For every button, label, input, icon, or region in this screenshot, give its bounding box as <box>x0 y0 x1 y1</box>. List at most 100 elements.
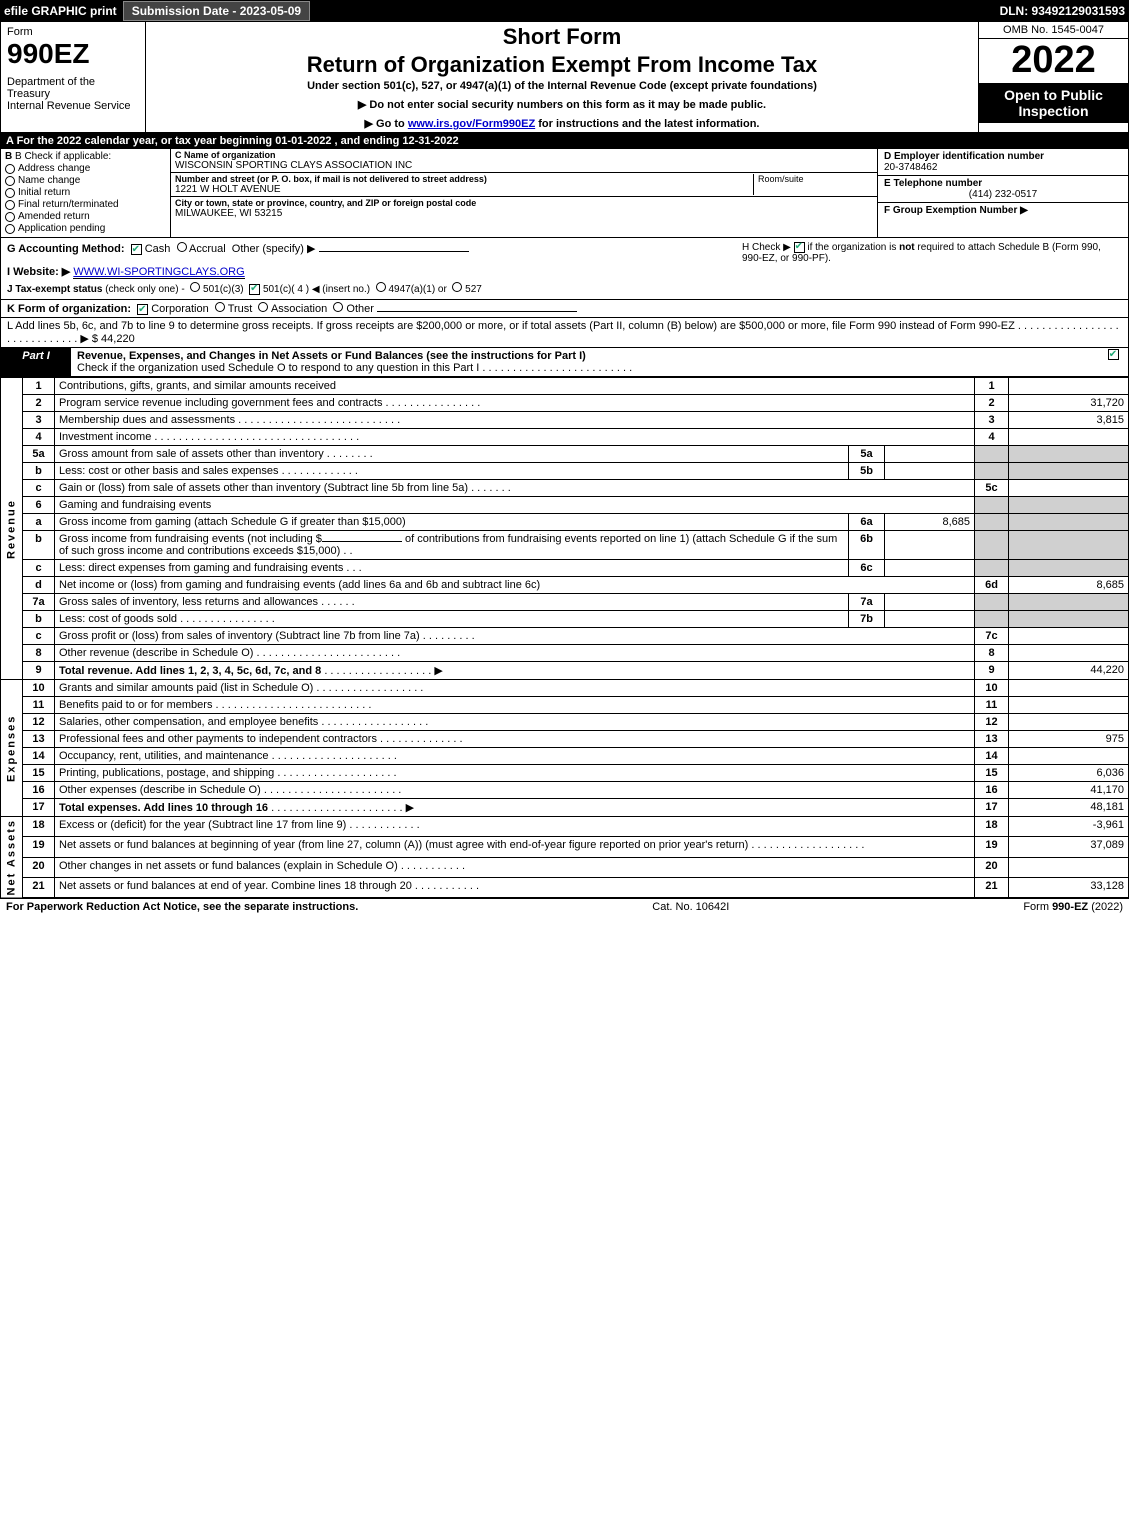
footer-left: For Paperwork Reduction Act Notice, see … <box>6 901 358 913</box>
irs-link[interactable]: www.irs.gov/Form990EZ <box>408 118 535 130</box>
val-9: 44,220 <box>1009 662 1129 680</box>
l-value: 44,220 <box>101 333 135 345</box>
part1-tab: Part I <box>1 348 71 376</box>
chk-initial-return[interactable]: Initial return <box>5 187 166 198</box>
h-text2: if the organization is <box>807 242 899 253</box>
chk-final-return[interactable]: Final return/terminated <box>5 199 166 210</box>
org-city: MILWAUKEE, WI 53215 <box>175 208 476 219</box>
footer-right: Form 990-EZ (2022) <box>1023 901 1123 913</box>
val-1 <box>1009 378 1129 395</box>
side-netassets: Net Assets <box>1 817 23 898</box>
c-name-label: C Name of organization <box>175 150 412 160</box>
form-subtitle: Under section 501(c), 527, or 4947(a)(1)… <box>152 80 972 92</box>
e-label: E Telephone number <box>884 178 1122 189</box>
c-city-label: City or town, state or province, country… <box>175 198 476 208</box>
val-6b <box>885 531 975 560</box>
other-org-input[interactable] <box>377 311 577 312</box>
val-19: 37,089 <box>1009 837 1129 857</box>
chk-527[interactable] <box>452 282 462 292</box>
chk-application-pending[interactable]: Application pending <box>5 223 166 234</box>
chk-schedule-b[interactable] <box>794 242 805 253</box>
top-bar: efile GRAPHIC print Submission Date - 20… <box>0 0 1129 22</box>
website-link[interactable]: WWW.WI-SPORTINGCLAYS.ORG <box>73 266 244 279</box>
part1-title: Revenue, Expenses, and Changes in Net As… <box>71 348 1098 376</box>
val-5a <box>885 446 975 463</box>
val-16: 41,170 <box>1009 782 1129 799</box>
part1-header: Part I Revenue, Expenses, and Changes in… <box>0 348 1129 377</box>
row-g-h: G Accounting Method: Cash Accrual Other … <box>0 238 1129 300</box>
chk-other-org[interactable] <box>333 302 343 312</box>
short-form-title: Short Form <box>152 24 972 50</box>
footer: For Paperwork Reduction Act Notice, see … <box>0 898 1129 915</box>
side-expenses: Expenses <box>1 680 23 817</box>
form-word: Form <box>7 26 139 38</box>
c-street-label: Number and street (or P. O. box, if mail… <box>175 174 487 184</box>
val-2: 31,720 <box>1009 395 1129 412</box>
other-specify-input[interactable] <box>319 251 469 252</box>
org-name: WISCONSIN SPORTING CLAYS ASSOCIATION INC <box>175 160 412 171</box>
chk-schedule-o[interactable] <box>1108 349 1119 360</box>
chk-501c3[interactable] <box>190 282 200 292</box>
col-c-org: C Name of organization WISCONSIN SPORTIN… <box>171 149 878 237</box>
open-to-public: Open to Public Inspection <box>979 83 1128 123</box>
b-heading: B B Check if applicable: <box>5 151 166 162</box>
chk-amended-return[interactable]: Amended return <box>5 211 166 222</box>
dln-label: DLN: 93492129031593 <box>1000 4 1125 18</box>
l-text: L Add lines 5b, 6c, and 7b to line 9 to … <box>7 320 1119 345</box>
omb-number: OMB No. 1545-0047 <box>979 22 1128 39</box>
val-7a <box>885 594 975 611</box>
val-6c <box>885 560 975 577</box>
val-6a: 8,685 <box>885 514 975 531</box>
note-goto: ▶ Go to www.irs.gov/Form990EZ for instru… <box>152 117 972 130</box>
room-suite-label: Room/suite <box>753 174 873 195</box>
k-label: K Form of organization: <box>7 303 131 315</box>
lines-table: Revenue 1 Contributions, gifts, grants, … <box>0 377 1129 898</box>
lnum-1: 1 <box>23 378 55 395</box>
j-label: J Tax-exempt status <box>7 284 102 295</box>
val-8 <box>1009 645 1129 662</box>
val-5c <box>1009 480 1129 497</box>
i-label: I Website: ▶ <box>7 266 70 278</box>
val-4 <box>1009 429 1129 446</box>
dept-label: Department of the Treasury Internal Reve… <box>7 76 139 112</box>
form-number: 990EZ <box>7 38 139 70</box>
f-label: F Group Exemption Number ▶ <box>884 205 1028 216</box>
org-street: 1221 W HOLT AVENUE <box>175 184 487 195</box>
l6b-input[interactable] <box>322 541 402 542</box>
rnum-1: 1 <box>975 378 1009 395</box>
chk-accrual[interactable] <box>177 242 187 252</box>
footer-mid: Cat. No. 10642I <box>652 901 729 913</box>
chk-501c[interactable] <box>249 284 260 295</box>
val-15: 6,036 <box>1009 765 1129 782</box>
b-head-text: B Check if applicable: <box>15 151 111 162</box>
val-7c <box>1009 628 1129 645</box>
chk-corporation[interactable] <box>137 304 148 315</box>
row-a-period: A For the 2022 calendar year, or tax yea… <box>0 133 1129 149</box>
val-7b <box>885 611 975 628</box>
side-revenue: Revenue <box>1 378 23 680</box>
tax-year: 2022 <box>979 39 1128 83</box>
chk-4947[interactable] <box>376 282 386 292</box>
d-label: D Employer identification number <box>884 151 1122 162</box>
note-goto-post: for instructions and the latest informat… <box>535 118 759 130</box>
val-6d: 8,685 <box>1009 577 1129 594</box>
val-18: -3,961 <box>1009 817 1129 837</box>
g-label: G Accounting Method: <box>7 243 125 255</box>
chk-name-change[interactable]: Name change <box>5 175 166 186</box>
val-17: 48,181 <box>1009 799 1129 817</box>
col-b-checks: B B Check if applicable: Address change … <box>1 149 171 237</box>
form-title: Return of Organization Exempt From Incom… <box>152 52 972 78</box>
form-header: Form 990EZ Department of the Treasury In… <box>0 22 1129 133</box>
chk-cash[interactable] <box>131 244 142 255</box>
chk-trust[interactable] <box>215 302 225 312</box>
row-l: L Add lines 5b, 6c, and 7b to line 9 to … <box>0 318 1129 348</box>
efile-label: efile GRAPHIC print <box>4 4 117 18</box>
chk-association[interactable] <box>258 302 268 312</box>
val-5b <box>885 463 975 480</box>
val-21: 33,128 <box>1009 878 1129 898</box>
val-10 <box>1009 680 1129 697</box>
row-k: K Form of organization: Corporation Trus… <box>0 300 1129 318</box>
submission-date-button[interactable]: Submission Date - 2023-05-09 <box>123 1 310 21</box>
chk-address-change[interactable]: Address change <box>5 163 166 174</box>
col-def: D Employer identification number 20-3748… <box>878 149 1128 237</box>
